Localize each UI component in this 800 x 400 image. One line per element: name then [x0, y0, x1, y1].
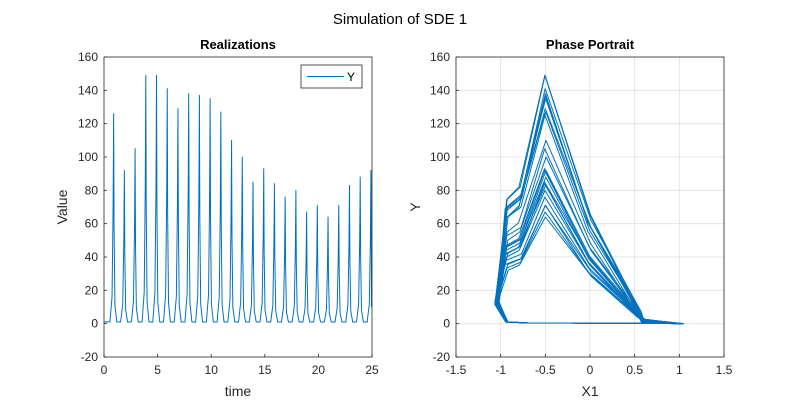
realizations-plot-area — [104, 57, 372, 357]
figure-title: Simulation of SDE 1 — [333, 11, 467, 28]
realizations-x-tick-label: 5 — [154, 363, 161, 377]
realizations-y-tick-label: 40 — [85, 250, 99, 264]
phase-y-tick-label: 120 — [430, 117, 450, 131]
realizations-y-tick-label: 60 — [85, 217, 99, 231]
realizations-x-tick-label: 25 — [365, 363, 379, 377]
phase-y-tick-label: 140 — [430, 83, 450, 97]
realizations-y-label: Value — [54, 189, 70, 224]
realizations-axes-box — [103, 56, 373, 358]
realizations-y-tick-label: 80 — [85, 183, 99, 197]
phase-y-label: Y — [407, 202, 423, 212]
phase-series — [494, 74, 685, 325]
phase-x-tick-label: -1 — [495, 363, 506, 377]
realizations-x-tick-label: 15 — [258, 363, 272, 377]
phase-y-tick-label: 160 — [430, 50, 450, 64]
phase-y-tick-label: 0 — [443, 317, 450, 331]
realizations-x-label: time — [225, 383, 252, 399]
phase-y-tick-label: -20 — [433, 350, 451, 364]
series-line-y — [104, 74, 372, 323]
phase-y-tick-label: 100 — [430, 150, 450, 164]
realizations-x-tick-label: 20 — [312, 363, 326, 377]
phase-x-tick-label: 0 — [587, 363, 594, 377]
phase-x-tick-label: -0.5 — [535, 363, 556, 377]
realizations-y-tick-label: -20 — [81, 350, 99, 364]
realizations-y-tick-label: 120 — [78, 117, 98, 131]
phase-x-label: X1 — [581, 383, 598, 399]
phase-x-tick-label: 0.5 — [626, 363, 643, 377]
phase-x-tick-label: 1.5 — [716, 363, 733, 377]
realizations-legend[interactable]: Y — [300, 64, 363, 89]
realizations-y-tick-label: 20 — [85, 283, 99, 297]
realizations-x-tick-label: 10 — [205, 363, 219, 377]
legend-label-y: Y — [347, 70, 355, 84]
phase-ticks: -1.5 -1 -0.5 0 0.5 1 1.5 -20 0 20 40 60 80 100 120 140 1… — [430, 50, 733, 377]
phase-y-tick-label: 60 — [437, 217, 451, 231]
phase-x-tick-label: -1.5 — [446, 363, 467, 377]
phase-loop — [498, 169, 683, 325]
realizations-title: Realizations — [200, 37, 276, 52]
phase-y-tick-label: 40 — [437, 250, 451, 264]
realizations-y-tick-label: 160 — [78, 50, 98, 64]
phase-title: Phase Portrait — [546, 37, 635, 52]
realizations-x-tick-label: 0 — [101, 363, 108, 377]
phase-x-tick-label: 1 — [676, 363, 683, 377]
realizations-y-tick-label: 100 — [78, 150, 98, 164]
phase-y-tick-label: 20 — [437, 283, 451, 297]
realizations-y-tick-label: 0 — [91, 317, 98, 331]
realizations-series-y — [104, 74, 372, 323]
phase-portrait-axes[interactable]: -1.5 -1 -0.5 0 0.5 1 1.5 -20 0 20 40 60 80 100 120 140 1… — [407, 37, 733, 399]
realizations-y-tick-label: 140 — [78, 83, 98, 97]
phase-y-tick-label: 80 — [437, 183, 451, 197]
